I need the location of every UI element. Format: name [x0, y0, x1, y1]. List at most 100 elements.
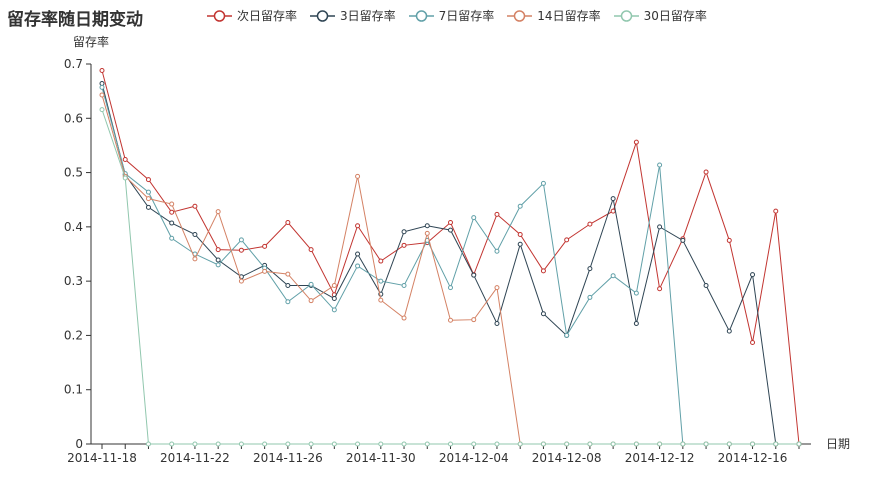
data-point[interactable]: [355, 173, 361, 179]
data-point[interactable]: [657, 441, 663, 447]
data-point[interactable]: [657, 286, 663, 292]
data-point[interactable]: [657, 224, 663, 230]
data-point[interactable]: [471, 441, 477, 447]
data-point[interactable]: [471, 215, 477, 221]
data-point[interactable]: [122, 157, 128, 163]
data-point[interactable]: [285, 220, 291, 226]
data-point[interactable]: [633, 441, 639, 447]
data-point[interactable]: [494, 285, 500, 291]
data-point[interactable]: [215, 441, 221, 447]
data-point[interactable]: [517, 231, 523, 237]
data-point[interactable]: [401, 315, 407, 321]
data-point[interactable]: [517, 441, 523, 447]
data-point[interactable]: [262, 441, 268, 447]
data-point[interactable]: [378, 278, 384, 284]
data-point[interactable]: [564, 237, 570, 243]
data-point[interactable]: [448, 220, 453, 226]
legend-item-1[interactable]: 次日留存率: [207, 7, 297, 24]
data-point[interactable]: [215, 262, 221, 268]
data-point[interactable]: [145, 196, 151, 202]
data-point[interactable]: [378, 297, 384, 303]
data-point[interactable]: [703, 441, 709, 447]
data-point[interactable]: [587, 441, 593, 447]
data-point[interactable]: [750, 272, 756, 278]
data-point[interactable]: [99, 92, 105, 98]
data-point[interactable]: [494, 248, 500, 254]
data-point[interactable]: [169, 235, 175, 241]
data-point[interactable]: [540, 441, 546, 447]
data-point[interactable]: [308, 281, 314, 287]
data-point[interactable]: [238, 278, 244, 284]
data-point[interactable]: [99, 84, 105, 90]
data-point[interactable]: [355, 441, 361, 447]
data-point[interactable]: [308, 298, 314, 304]
data-point[interactable]: [215, 209, 221, 215]
data-point[interactable]: [471, 272, 477, 278]
data-point[interactable]: [215, 257, 221, 263]
data-point[interactable]: [587, 221, 593, 227]
legend-item-5[interactable]: 30日留存率: [613, 7, 707, 24]
data-point[interactable]: [145, 441, 151, 447]
data-point[interactable]: [285, 271, 291, 277]
data-point[interactable]: [540, 268, 546, 274]
data-point[interactable]: [448, 285, 453, 291]
data-point[interactable]: [401, 242, 407, 248]
data-point[interactable]: [238, 247, 244, 253]
data-point[interactable]: [587, 294, 593, 300]
data-point[interactable]: [262, 243, 268, 249]
data-point[interactable]: [703, 169, 709, 175]
data-point[interactable]: [471, 317, 477, 323]
data-point[interactable]: [726, 328, 732, 334]
data-point[interactable]: [587, 266, 593, 272]
data-point[interactable]: [192, 256, 198, 262]
data-point[interactable]: [169, 441, 175, 447]
data-point[interactable]: [610, 208, 616, 214]
data-point[interactable]: [726, 441, 732, 447]
data-point[interactable]: [238, 441, 244, 447]
data-point[interactable]: [145, 177, 151, 183]
data-point[interactable]: [99, 107, 105, 113]
data-point[interactable]: [633, 139, 639, 145]
data-point[interactable]: [494, 441, 500, 447]
data-point[interactable]: [773, 441, 779, 447]
data-point[interactable]: [657, 162, 663, 168]
data-point[interactable]: [308, 247, 314, 253]
data-point[interactable]: [215, 247, 221, 253]
data-point[interactable]: [169, 201, 175, 207]
data-point[interactable]: [355, 263, 361, 269]
data-point[interactable]: [424, 230, 430, 236]
legend-item-3[interactable]: 7日留存率: [408, 7, 494, 24]
data-point[interactable]: [331, 307, 337, 313]
data-point[interactable]: [424, 223, 430, 229]
data-point[interactable]: [540, 311, 546, 317]
data-point[interactable]: [448, 227, 453, 233]
data-point[interactable]: [192, 203, 198, 209]
data-point[interactable]: [285, 282, 291, 288]
data-point[interactable]: [355, 251, 361, 257]
data-point[interactable]: [145, 189, 151, 195]
data-point[interactable]: [448, 441, 453, 447]
data-point[interactable]: [355, 223, 361, 229]
legend-item-2[interactable]: 3日留存率: [310, 7, 396, 24]
data-point[interactable]: [401, 282, 407, 288]
data-point[interactable]: [169, 220, 175, 226]
legend-item-4[interactable]: 14日留存率: [507, 7, 601, 24]
data-point[interactable]: [633, 320, 639, 326]
data-point[interactable]: [331, 296, 337, 302]
data-point[interactable]: [378, 258, 384, 264]
data-point[interactable]: [378, 441, 384, 447]
data-point[interactable]: [331, 441, 337, 447]
data-point[interactable]: [308, 441, 314, 447]
data-point[interactable]: [610, 441, 616, 447]
data-point[interactable]: [494, 320, 500, 326]
data-point[interactable]: [448, 317, 453, 323]
data-point[interactable]: [192, 231, 198, 237]
data-point[interactable]: [262, 268, 268, 274]
data-point[interactable]: [238, 237, 244, 243]
data-point[interactable]: [564, 332, 570, 338]
data-point[interactable]: [517, 203, 523, 209]
data-point[interactable]: [773, 208, 779, 214]
data-point[interactable]: [401, 229, 407, 235]
data-point[interactable]: [610, 273, 616, 279]
data-point[interactable]: [680, 237, 686, 243]
